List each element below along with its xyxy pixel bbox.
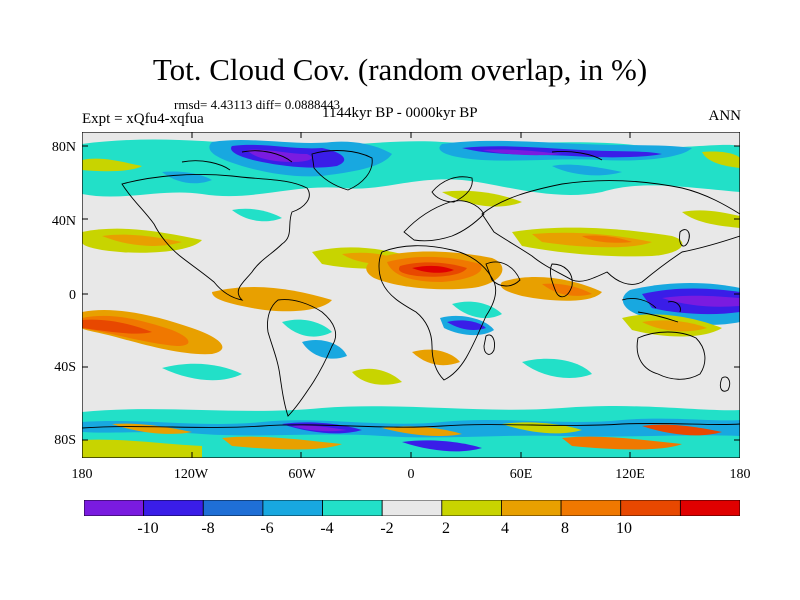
stats-label: rmsd= 4.43113 diff= 0.0888443 (174, 97, 340, 112)
cloud-cover-map (82, 132, 740, 458)
colorbar-label: 4 (501, 520, 509, 537)
colorbar (84, 500, 740, 516)
colorbar-box (143, 500, 204, 516)
x-tick-label: 120E (615, 467, 645, 482)
colorbar-box (501, 500, 562, 516)
y-tick-label: 80N (51, 140, 76, 155)
experiment-label: Expt = xQfu4-xqfua (82, 111, 204, 127)
colorbar-label: -8 (201, 520, 215, 537)
coastlines (82, 150, 740, 429)
anomaly-fields (82, 139, 740, 458)
map-title: Tot. Cloud Cov. (random overlap, in %) (152, 52, 648, 87)
x-tick-label: 180 (71, 467, 93, 482)
y-tick-label: 40S (54, 360, 76, 375)
colorbar-label: -10 (137, 520, 159, 537)
period-label: 1144kyr BP - 0000kyr BP (322, 105, 478, 121)
season-label: ANN (708, 108, 742, 124)
colorbar-label: 10 (616, 520, 632, 537)
x-tick-label: 60W (288, 467, 316, 482)
colorbar-label: 2 (442, 520, 450, 537)
colorbar-box (560, 500, 622, 516)
axis-ticks (82, 132, 740, 458)
y-tick-label: 80S (54, 433, 76, 448)
y-tick-label: 40N (51, 214, 76, 229)
colorbar-label: 8 (561, 520, 569, 537)
colorbar-box (84, 500, 145, 516)
y-tick-label: 0 (69, 288, 76, 303)
colorbar-box (679, 500, 740, 516)
colorbar-label: -2 (380, 520, 394, 537)
colorbar-box (620, 500, 681, 516)
x-tick-label: 60E (509, 467, 533, 482)
colorbar-label: -4 (320, 520, 334, 537)
colorbar-box (322, 500, 383, 516)
colorbar-label: -6 (260, 520, 274, 537)
x-tick-label: 120W (173, 467, 209, 482)
colorbar-box (262, 500, 323, 516)
x-tick-label: 180 (729, 467, 751, 482)
colorbar-box (441, 500, 502, 516)
colorbar-box (381, 500, 443, 516)
colorbar-box (202, 500, 264, 516)
x-tick-label: 0 (407, 467, 415, 482)
